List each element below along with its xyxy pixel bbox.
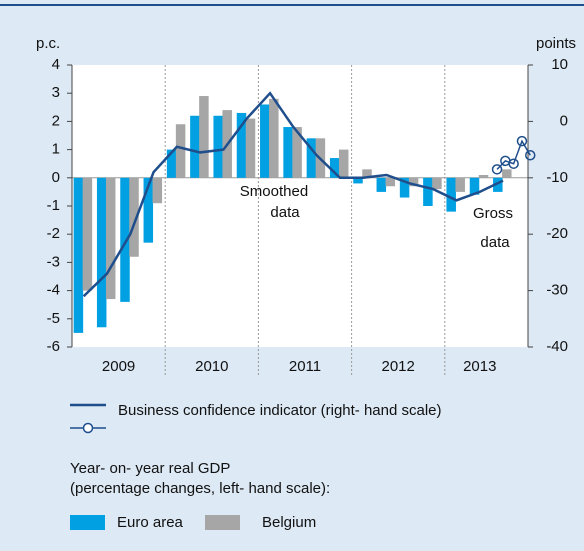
bar — [353, 177, 363, 184]
bar — [283, 127, 293, 178]
y-tick-label: -3 — [47, 253, 60, 270]
y2-tick-label: -10 — [546, 169, 568, 186]
y-tick-label: -4 — [47, 282, 60, 299]
legend-label: Euro area — [117, 514, 184, 531]
bar — [143, 177, 154, 243]
bar — [446, 177, 456, 212]
marker — [525, 149, 536, 161]
bar — [73, 177, 84, 333]
annotation: Gross — [473, 205, 513, 222]
y-tick-label: 4 — [52, 56, 60, 73]
bar — [152, 177, 163, 204]
bar — [96, 177, 107, 328]
bar — [105, 177, 116, 300]
bar — [376, 177, 387, 192]
bar — [399, 177, 410, 198]
bar — [129, 177, 139, 257]
legend-heading: (percentage changes, left- hand scale): — [70, 480, 330, 497]
bar — [455, 177, 465, 192]
y-tick-label: 2 — [52, 112, 60, 129]
bar — [338, 149, 349, 178]
x-tick-label: 2013 — [463, 358, 496, 375]
bar — [175, 124, 186, 178]
bar — [190, 115, 200, 178]
y-axis-label: p.c. — [36, 35, 60, 52]
x-tick-label: 2012 — [382, 358, 415, 375]
legend-label: Belgium — [262, 514, 316, 531]
bar — [432, 177, 442, 190]
bar — [260, 104, 270, 178]
y-tick-label: -2 — [47, 225, 60, 242]
bar — [329, 158, 340, 178]
bar — [423, 177, 433, 206]
y2-axis-label: points — [536, 35, 576, 52]
bar — [199, 96, 209, 178]
bar — [82, 177, 93, 291]
legend-heading: Year- on- year real GDP — [70, 460, 230, 477]
annotation: data — [270, 204, 300, 221]
legend-marker — [82, 422, 94, 434]
bar — [469, 177, 480, 195]
y2-tick-label: 10 — [551, 56, 568, 73]
bar — [306, 138, 317, 178]
y2-tick-label: -30 — [546, 282, 568, 299]
y-tick-label: -5 — [47, 310, 60, 327]
marker — [516, 135, 528, 147]
y-tick-label: 1 — [52, 141, 60, 158]
bar — [236, 112, 247, 178]
x-tick-label: 2010 — [195, 358, 228, 375]
y-tick-label: 0 — [52, 169, 60, 186]
bar — [493, 177, 503, 192]
legend-swatch — [205, 515, 240, 530]
bar — [362, 169, 372, 178]
marker — [491, 164, 503, 175]
bar — [385, 177, 396, 187]
y-tick-label: -6 — [47, 338, 60, 355]
bar — [502, 169, 512, 178]
bar — [245, 118, 256, 178]
line — [496, 139, 531, 170]
bar — [269, 98, 279, 178]
y2-tick-label: 0 — [560, 112, 568, 129]
bar — [166, 149, 177, 178]
marker — [508, 158, 519, 169]
y2-tick-label: -40 — [546, 338, 568, 355]
y2-tick-label: -20 — [546, 225, 568, 242]
line — [82, 91, 504, 298]
annotation: data — [480, 234, 510, 251]
bar — [408, 177, 419, 187]
legend-label: Business confidence indicator (right- ha… — [118, 402, 442, 419]
legend-swatch — [70, 515, 105, 530]
bar — [213, 115, 223, 178]
x-tick-label: 2011 — [289, 358, 321, 375]
bar — [478, 174, 489, 178]
y-tick-label: -1 — [47, 197, 60, 214]
y-tick-label: 3 — [52, 84, 60, 101]
x-tick-label: 2009 — [102, 358, 135, 375]
annotation: Smoothed — [240, 183, 308, 200]
bar — [292, 127, 302, 178]
bar — [120, 177, 130, 302]
